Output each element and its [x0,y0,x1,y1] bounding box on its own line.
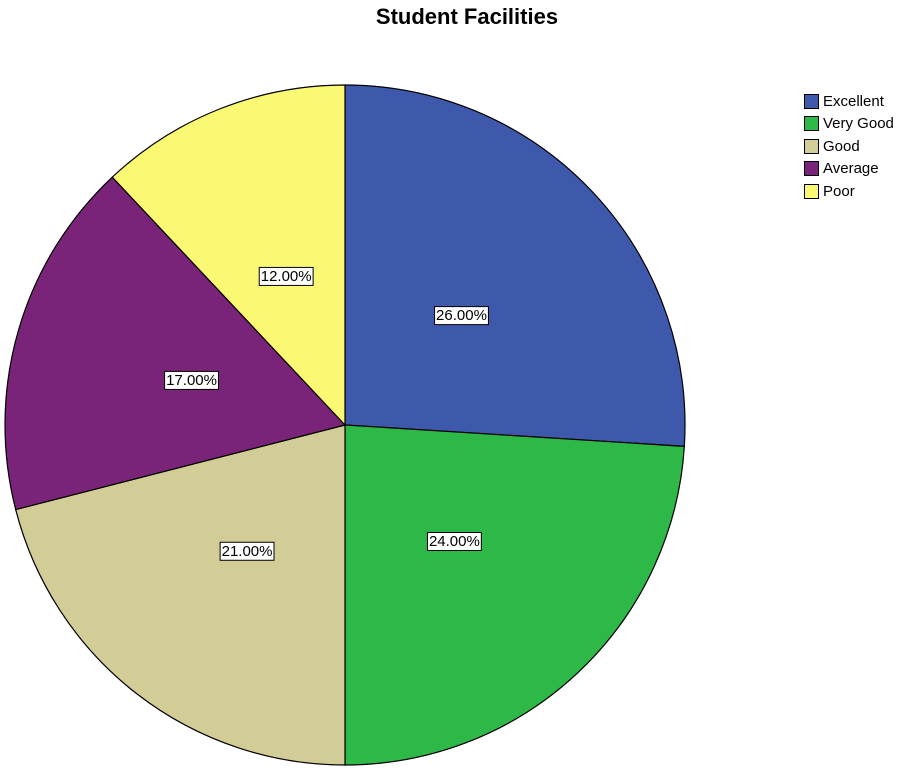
data-label-excellent: 26.00% [434,306,489,326]
data-label-very-good: 24.00% [426,531,482,551]
legend-label: Very Good [823,115,894,133]
pie-slices [4,84,686,766]
legend-swatch [804,93,819,109]
data-label-poor: 12.00% [258,266,314,286]
legend-item-very-good: Very Good [804,113,894,136]
legend-item-excellent: Excellent [804,90,894,113]
legend-swatch [804,161,819,177]
data-label-box [164,370,219,390]
legend-label: Poor [823,182,855,200]
data-label-average: 17.00% [164,370,219,390]
data-label-text: 21.00% [222,543,273,560]
pie-slice-poor [111,84,346,427]
data-label-text: 12.00% [261,268,312,285]
data-label-text: 17.00% [166,372,217,389]
data-label-box [426,531,482,551]
legend-label: Average [823,160,879,178]
chart-title: Student Facilities [375,4,559,29]
data-label-text: 26.00% [436,307,487,324]
legend-swatch [804,138,819,154]
pie-slice-average [4,176,347,511]
legend-label: Good [823,137,860,155]
data-label-box [434,306,489,326]
legend-swatch [804,183,819,199]
pie-slice-good [14,424,346,766]
data-label-box [258,266,314,286]
legend-item-poor: Poor [804,180,894,203]
legend-label: Excellent [823,92,884,110]
chart-legend: Excellent Very Good Good Average Poor [804,90,894,203]
data-label-good: 21.00% [219,541,275,561]
legend-swatch [804,116,819,132]
data-label-text: 24.00% [429,533,480,550]
pie-data-labels: 26.00% 24.00% 21.00% 17.00% 12.00% [164,266,489,561]
pie-slice-excellent [344,84,686,447]
legend-item-good: Good [804,135,894,158]
legend-item-average: Average [804,158,894,181]
data-label-box [219,541,275,561]
pie-slice-very-good [344,424,685,766]
